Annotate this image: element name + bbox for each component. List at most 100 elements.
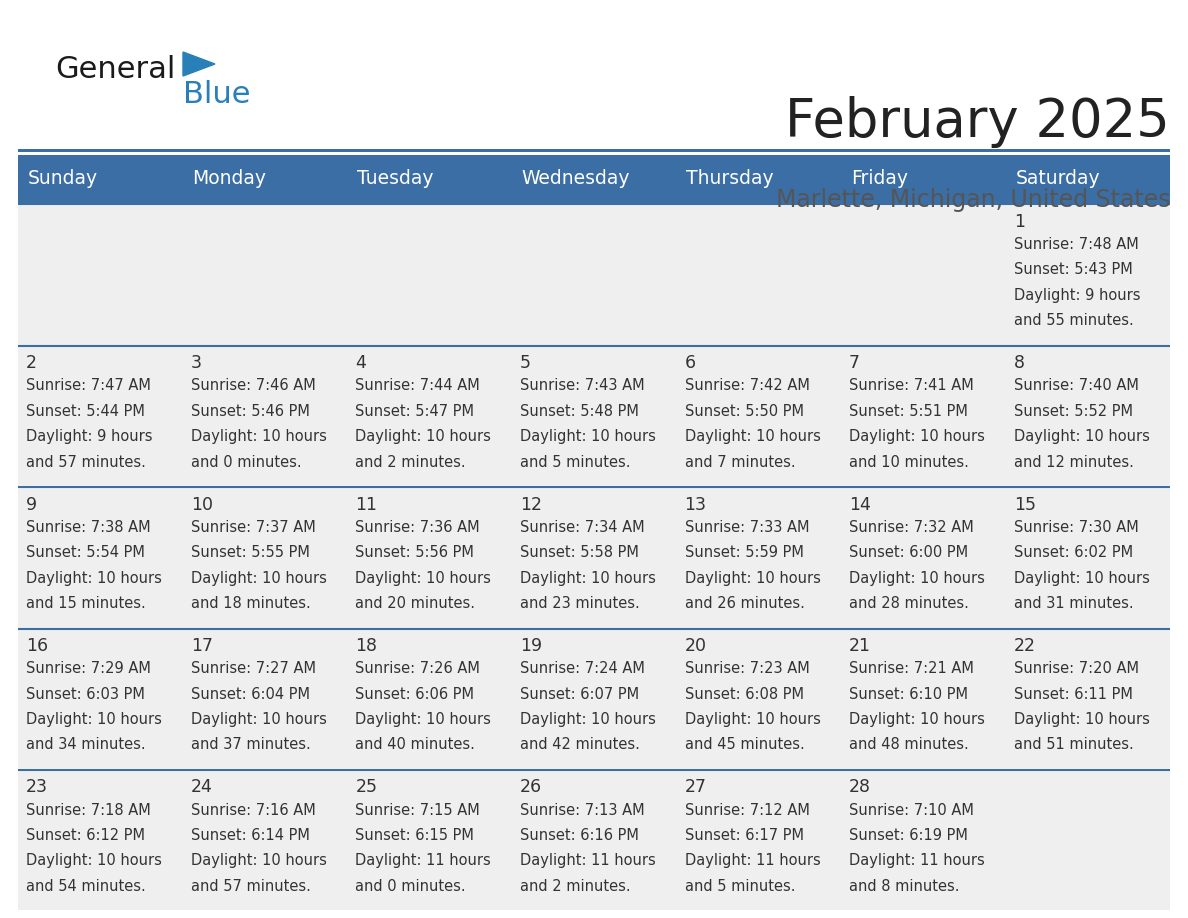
Text: 6: 6 [684,354,696,373]
Text: 15: 15 [1013,496,1036,514]
Text: Sunrise: 7:37 AM: Sunrise: 7:37 AM [191,520,316,535]
Text: Sunset: 6:03 PM: Sunset: 6:03 PM [26,687,145,701]
Text: 17: 17 [191,637,213,655]
Text: Daylight: 10 hours: Daylight: 10 hours [26,571,162,586]
Text: and 5 minutes.: and 5 minutes. [684,879,795,894]
Text: Sunrise: 7:42 AM: Sunrise: 7:42 AM [684,378,809,393]
Text: Sunset: 5:48 PM: Sunset: 5:48 PM [520,404,639,419]
Text: Sunset: 6:07 PM: Sunset: 6:07 PM [520,687,639,701]
Text: Sunset: 5:56 PM: Sunset: 5:56 PM [355,545,474,560]
Text: 10: 10 [191,496,213,514]
Text: 18: 18 [355,637,378,655]
Text: Daylight: 10 hours: Daylight: 10 hours [1013,571,1150,586]
Text: Sunset: 5:54 PM: Sunset: 5:54 PM [26,545,145,560]
Text: 4: 4 [355,354,366,373]
Text: and 48 minutes.: and 48 minutes. [849,737,969,753]
Text: 11: 11 [355,496,378,514]
Text: and 8 minutes.: and 8 minutes. [849,879,960,894]
Text: and 12 minutes.: and 12 minutes. [1013,454,1133,470]
Text: Sunset: 5:59 PM: Sunset: 5:59 PM [684,545,803,560]
Text: Daylight: 10 hours: Daylight: 10 hours [355,571,492,586]
Polygon shape [183,52,215,76]
Text: Daylight: 10 hours: Daylight: 10 hours [191,430,327,444]
Text: Blue: Blue [183,80,251,109]
Text: Daylight: 10 hours: Daylight: 10 hours [1013,712,1150,727]
Text: Sunset: 6:04 PM: Sunset: 6:04 PM [191,687,310,701]
Text: Sunset: 6:16 PM: Sunset: 6:16 PM [520,828,639,843]
Text: Daylight: 11 hours: Daylight: 11 hours [355,854,491,868]
Text: 14: 14 [849,496,871,514]
Text: Daylight: 10 hours: Daylight: 10 hours [849,712,985,727]
Text: and 57 minutes.: and 57 minutes. [26,454,146,470]
Text: Sunrise: 7:24 AM: Sunrise: 7:24 AM [520,661,645,677]
Text: Sunset: 5:46 PM: Sunset: 5:46 PM [191,404,310,419]
Text: Daylight: 10 hours: Daylight: 10 hours [191,571,327,586]
Text: Sunset: 5:52 PM: Sunset: 5:52 PM [1013,404,1132,419]
Text: and 51 minutes.: and 51 minutes. [1013,737,1133,753]
Text: 23: 23 [26,778,49,797]
Text: 12: 12 [520,496,542,514]
Text: Sunrise: 7:44 AM: Sunrise: 7:44 AM [355,378,480,393]
Text: Sunset: 6:12 PM: Sunset: 6:12 PM [26,828,145,843]
Text: Sunset: 5:51 PM: Sunset: 5:51 PM [849,404,968,419]
Text: 3: 3 [191,354,202,373]
Text: 27: 27 [684,778,707,797]
Text: 2: 2 [26,354,37,373]
Text: Friday: Friday [851,170,908,188]
Text: and 15 minutes.: and 15 minutes. [26,596,146,611]
Text: Thursday: Thursday [687,170,773,188]
Text: 13: 13 [684,496,707,514]
Text: Sunset: 6:14 PM: Sunset: 6:14 PM [191,828,310,843]
Text: Daylight: 10 hours: Daylight: 10 hours [520,712,656,727]
Text: Saturday: Saturday [1016,170,1100,188]
Text: Sunrise: 7:20 AM: Sunrise: 7:20 AM [1013,661,1138,677]
Text: Sunset: 6:17 PM: Sunset: 6:17 PM [684,828,803,843]
Text: 26: 26 [520,778,542,797]
Text: Tuesday: Tuesday [358,170,434,188]
Text: and 55 minutes.: and 55 minutes. [1013,313,1133,329]
Text: and 5 minutes.: and 5 minutes. [520,454,631,470]
Text: Wednesday: Wednesday [522,170,630,188]
Text: Sunrise: 7:23 AM: Sunrise: 7:23 AM [684,661,809,677]
Text: and 2 minutes.: and 2 minutes. [355,454,466,470]
Text: Daylight: 9 hours: Daylight: 9 hours [1013,288,1140,303]
Text: Daylight: 11 hours: Daylight: 11 hours [520,854,656,868]
Text: Daylight: 10 hours: Daylight: 10 hours [684,430,821,444]
Text: Daylight: 10 hours: Daylight: 10 hours [355,430,492,444]
Text: Daylight: 10 hours: Daylight: 10 hours [1013,430,1150,444]
Text: Sunset: 6:11 PM: Sunset: 6:11 PM [1013,687,1132,701]
Text: Sunrise: 7:12 AM: Sunrise: 7:12 AM [684,802,809,818]
Text: and 28 minutes.: and 28 minutes. [849,596,969,611]
Text: 9: 9 [26,496,37,514]
Text: and 57 minutes.: and 57 minutes. [191,879,311,894]
Text: Sunrise: 7:34 AM: Sunrise: 7:34 AM [520,520,645,535]
Text: Sunset: 5:44 PM: Sunset: 5:44 PM [26,404,145,419]
Text: and 45 minutes.: and 45 minutes. [684,737,804,753]
Text: 7: 7 [849,354,860,373]
Text: and 54 minutes.: and 54 minutes. [26,879,146,894]
Text: and 40 minutes.: and 40 minutes. [355,737,475,753]
Text: Daylight: 10 hours: Daylight: 10 hours [26,854,162,868]
Text: Daylight: 10 hours: Daylight: 10 hours [684,571,821,586]
Text: and 31 minutes.: and 31 minutes. [1013,596,1133,611]
Text: Sunrise: 7:41 AM: Sunrise: 7:41 AM [849,378,974,393]
Text: Sunrise: 7:29 AM: Sunrise: 7:29 AM [26,661,151,677]
Text: 25: 25 [355,778,378,797]
Text: Sunrise: 7:15 AM: Sunrise: 7:15 AM [355,802,480,818]
Text: Sunrise: 7:18 AM: Sunrise: 7:18 AM [26,802,151,818]
Text: 8: 8 [1013,354,1025,373]
Text: Sunrise: 7:30 AM: Sunrise: 7:30 AM [1013,520,1138,535]
Text: Daylight: 10 hours: Daylight: 10 hours [520,571,656,586]
Text: 22: 22 [1013,637,1036,655]
Text: Daylight: 10 hours: Daylight: 10 hours [849,571,985,586]
Text: 20: 20 [684,637,707,655]
Text: 21: 21 [849,637,871,655]
Text: Sunrise: 7:21 AM: Sunrise: 7:21 AM [849,661,974,677]
Text: and 34 minutes.: and 34 minutes. [26,737,146,753]
Text: 24: 24 [191,778,213,797]
Text: Daylight: 9 hours: Daylight: 9 hours [26,430,153,444]
Text: Sunrise: 7:38 AM: Sunrise: 7:38 AM [26,520,151,535]
Text: Daylight: 10 hours: Daylight: 10 hours [684,712,821,727]
Text: Daylight: 10 hours: Daylight: 10 hours [26,712,162,727]
Text: and 23 minutes.: and 23 minutes. [520,596,639,611]
